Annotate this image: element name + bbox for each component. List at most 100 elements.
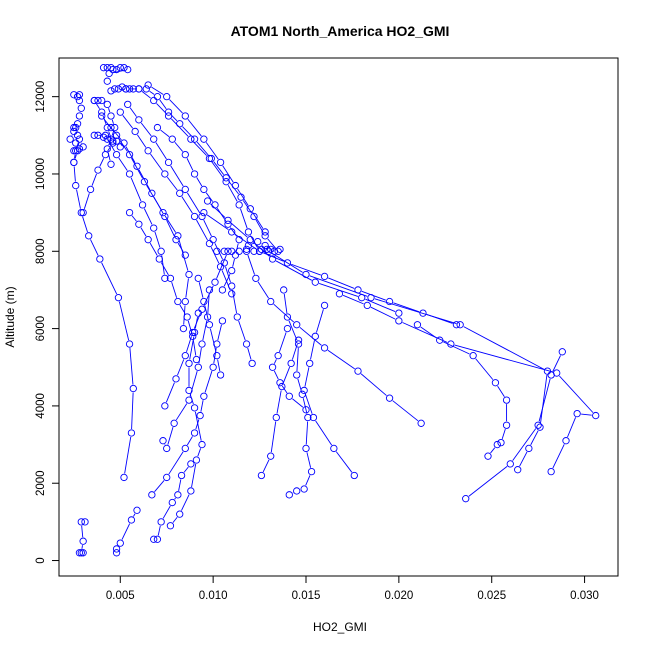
series-3 <box>112 506 141 557</box>
series-26 <box>144 81 269 236</box>
series-28 <box>153 123 243 294</box>
series-segment <box>108 108 111 113</box>
data-point <box>218 286 227 294</box>
series-segment <box>129 107 137 117</box>
series-segment <box>519 451 528 467</box>
x-tick-label: 0.020 <box>384 590 413 602</box>
series-segment <box>217 324 222 341</box>
data-point <box>242 245 251 254</box>
series-29 <box>213 245 279 255</box>
data-point <box>525 444 533 453</box>
series-segment <box>257 281 269 299</box>
data-point <box>192 355 201 364</box>
data-point <box>148 491 156 499</box>
data-point <box>111 85 119 93</box>
series-segment <box>194 411 202 441</box>
data-point <box>161 170 169 178</box>
data-point <box>285 392 293 400</box>
data-point <box>320 272 329 281</box>
data-point <box>462 495 470 503</box>
data-point <box>124 65 132 74</box>
data-point <box>198 440 206 449</box>
data-point <box>224 247 232 255</box>
series-segment <box>214 243 223 260</box>
series-segment <box>76 189 81 209</box>
series-segment <box>297 378 302 391</box>
data-point <box>107 87 115 95</box>
data-point <box>452 321 461 329</box>
series-segment <box>305 394 313 414</box>
data-point <box>176 189 184 197</box>
data-point <box>413 321 422 329</box>
series-segment <box>228 180 239 195</box>
data-point <box>157 247 165 255</box>
series-segment <box>315 420 333 446</box>
series-segment <box>185 278 189 298</box>
series-segment <box>225 266 231 283</box>
data-point <box>75 135 84 143</box>
data-point <box>135 85 143 93</box>
x-axis-label: HO2_GMI <box>313 620 367 634</box>
data-point <box>133 162 141 170</box>
series-segment <box>420 326 437 339</box>
series-segment <box>223 274 231 287</box>
data-point <box>194 274 202 282</box>
data-point <box>116 64 124 72</box>
series-segment <box>157 525 161 536</box>
data-point <box>330 444 338 453</box>
data-point <box>144 236 152 244</box>
data-point <box>81 518 89 526</box>
series-segment <box>207 293 210 314</box>
series-2 <box>75 549 87 557</box>
data-point <box>354 286 362 294</box>
series-segment <box>171 282 178 298</box>
series-segment <box>195 419 200 430</box>
data-point <box>536 423 544 431</box>
series-5 <box>150 460 195 543</box>
series-segment <box>443 341 470 355</box>
data-point <box>116 539 124 547</box>
series-segment <box>299 326 322 346</box>
data-point <box>211 201 219 209</box>
data-point <box>436 336 444 344</box>
data-point <box>161 274 169 282</box>
data-point <box>293 321 301 329</box>
series-segment <box>273 303 295 323</box>
series-segment <box>327 349 355 370</box>
data-point <box>261 232 269 240</box>
series-segment <box>162 505 171 519</box>
data-point <box>205 321 214 329</box>
data-point <box>181 185 189 194</box>
series-segment <box>181 494 190 511</box>
data-point <box>246 205 254 213</box>
x-tick-label: 0.010 <box>199 590 228 602</box>
data-point <box>101 131 110 139</box>
data-point <box>185 359 193 368</box>
series-segment <box>304 367 310 387</box>
series-segment <box>270 421 277 453</box>
series-segment <box>237 188 249 206</box>
data-point <box>116 143 124 151</box>
data-point <box>72 147 80 155</box>
y-axis-label: Altitude (m) <box>3 286 17 347</box>
series-segment <box>160 129 170 138</box>
series-segment <box>172 516 178 523</box>
data-point <box>75 145 84 153</box>
series-segment <box>203 285 214 306</box>
data-point <box>456 321 464 329</box>
data-point <box>112 150 121 159</box>
data-point <box>138 201 147 209</box>
series-segment <box>174 141 184 152</box>
series-segment <box>189 336 195 360</box>
series-15 <box>413 321 511 460</box>
data-point <box>395 317 403 325</box>
y-tick-label: 2000 <box>35 470 47 496</box>
data-point <box>213 352 221 360</box>
data-point <box>261 228 269 236</box>
series-segment <box>251 242 255 245</box>
series-19 <box>203 197 403 317</box>
y-tick-label: 12000 <box>35 81 47 113</box>
series-segment <box>302 398 308 414</box>
series-segment <box>143 208 153 225</box>
series-segment <box>181 196 193 214</box>
